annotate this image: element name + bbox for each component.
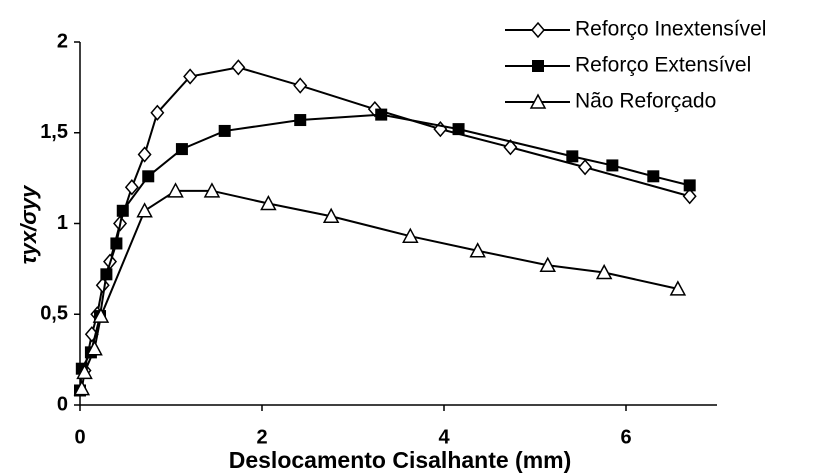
data-point (150, 104, 165, 121)
x-tick-label: 2 (256, 426, 267, 448)
y-tick-label: 2 (57, 30, 68, 52)
data-point (606, 159, 619, 172)
data-point (595, 263, 613, 280)
data-point (294, 114, 307, 127)
x-axis-label: Deslocamento Cisalhante (mm) (229, 447, 572, 473)
x-tick-label: 4 (438, 426, 450, 448)
y-tick-label: 1 (57, 212, 68, 234)
data-point (73, 380, 91, 396)
data-point (124, 179, 139, 196)
y-tick-label: 1,5 (40, 121, 68, 143)
legend-label: Não Reforçado (575, 90, 716, 113)
legend-marker (531, 21, 545, 39)
data-point (566, 150, 579, 163)
data-point (503, 139, 518, 156)
data-point (231, 59, 246, 76)
data-point (175, 143, 188, 156)
y-axis-label: τyx/σyy (16, 184, 41, 264)
legend-marker (532, 60, 544, 72)
data-point (76, 363, 93, 380)
data-point (682, 188, 697, 205)
x-tick-label: 6 (620, 426, 631, 448)
data-point (92, 307, 110, 323)
legend-label: Reforço Inextensível (575, 18, 766, 41)
data-point (183, 68, 198, 85)
data-point (578, 159, 593, 176)
data-point (116, 204, 129, 217)
data-point (100, 268, 113, 281)
data-point (452, 123, 465, 136)
series-line (79, 113, 690, 391)
data-point (683, 179, 696, 192)
data-point (539, 256, 556, 272)
data-point (402, 227, 419, 243)
data-point (203, 182, 221, 198)
data-point (136, 202, 153, 218)
x-tick-label: 0 (74, 426, 85, 448)
y-tick-label: 0,5 (40, 303, 68, 325)
data-point (218, 124, 231, 137)
legend-label: Reforço Extensível (575, 54, 751, 77)
data-point (86, 340, 103, 356)
data-point (469, 242, 486, 258)
data-point (110, 237, 123, 250)
data-point (167, 182, 184, 198)
data-point (137, 146, 152, 163)
legend-marker (529, 93, 547, 109)
series-line (80, 189, 679, 389)
data-point (669, 280, 687, 296)
data-point (293, 77, 308, 94)
data-point (647, 170, 660, 183)
data-point (260, 194, 277, 211)
y-tick-label: 0 (57, 393, 68, 415)
data-point (322, 207, 340, 223)
data-point (142, 170, 155, 183)
data-point (375, 108, 388, 121)
